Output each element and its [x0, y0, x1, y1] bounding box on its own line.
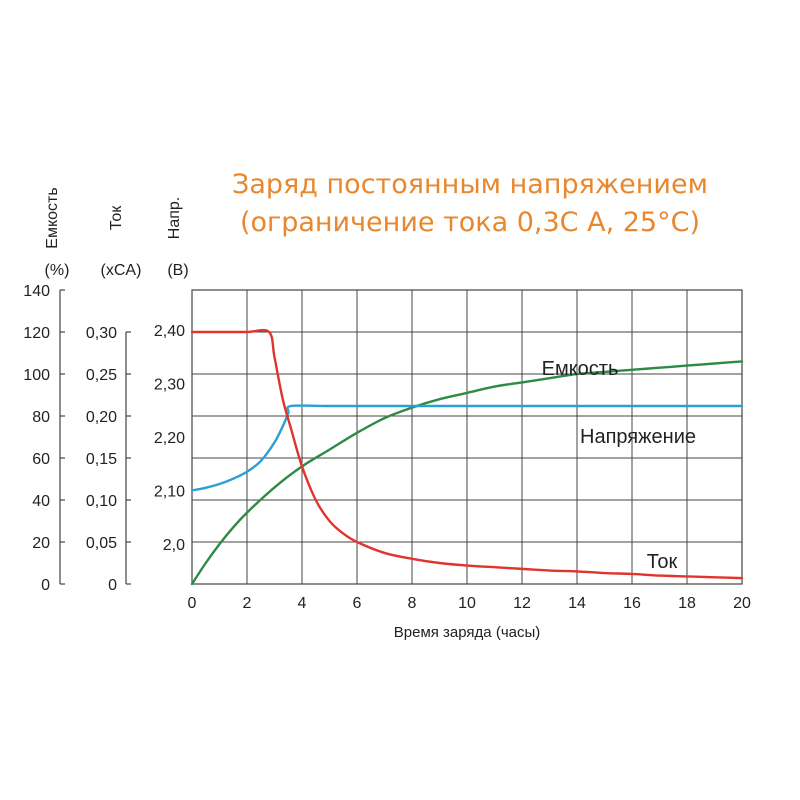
series-label-voltage: Напряжение: [580, 426, 696, 448]
axis-unit-current: (xCA): [101, 262, 142, 279]
y-tick-label-voltage: 2,30: [154, 377, 185, 394]
axes: 0 2 4 6 8 10 12 14 16 18 20 Время заряда (часы) Емко…: [23, 187, 751, 641]
x-axis-label: Время заряда (часы): [394, 624, 541, 641]
x-tick-label: 4: [298, 595, 307, 612]
y-tick-label-current: 0,20: [86, 409, 117, 426]
x-tick-label: 20: [733, 595, 751, 612]
y-tick-label-current: 0: [108, 577, 117, 594]
series-line-current: [190, 328, 744, 580]
axis-unit-capacity: (%): [45, 262, 70, 279]
y-tick-label-capacity: 60: [32, 451, 50, 468]
x-tick-label: 2: [243, 595, 252, 612]
x-tick-label: 18: [678, 595, 696, 612]
x-tick-label: 14: [568, 595, 586, 612]
y-tick-label-current: 0,15: [86, 451, 117, 468]
y-tick-label-capacity: 120: [23, 325, 50, 342]
y-tick-label-capacity: 0: [41, 577, 50, 594]
x-tick-label: 10: [458, 595, 476, 612]
series-lines: [190, 328, 744, 586]
series-line-capacity: [190, 360, 744, 586]
y-tick-label-voltage: 2,0: [163, 537, 185, 554]
y-tick-label-current: 0,30: [86, 325, 117, 342]
axis-title-voltage: Напр.: [166, 197, 183, 239]
y-tick-label-capacity: 20: [32, 535, 50, 552]
x-tick-label: 16: [623, 595, 641, 612]
grid: [191, 289, 743, 585]
y-tick-label-voltage: 2,10: [154, 483, 185, 500]
x-tick-label: 0: [188, 595, 197, 612]
y-tick-label-voltage: 2,20: [154, 430, 185, 447]
y-tick-label-current: 0,10: [86, 493, 117, 510]
chart-title: Заряд постоянным напряжением: [232, 169, 708, 200]
x-tick-label: 6: [353, 595, 362, 612]
y-tick-label-voltage: 2,40: [154, 323, 185, 340]
series-line-voltage: [190, 404, 744, 492]
chart-subtitle: (ограничение тока 0,3С А, 25°C): [239, 207, 700, 238]
series-labels: Емкость Напряжение Ток: [542, 358, 696, 573]
y-tick-label-capacity: 140: [23, 283, 50, 300]
axis-title-current: Ток: [108, 205, 125, 230]
axis-title-capacity: Емкость: [44, 187, 61, 248]
y-tick-label-capacity: 100: [23, 367, 50, 384]
axis-unit-voltage: (В): [167, 262, 188, 279]
y-tick-label-capacity: 80: [32, 409, 50, 426]
x-tick-label: 12: [513, 595, 531, 612]
series-label-current: Ток: [647, 551, 678, 573]
x-tick-label: 8: [408, 595, 417, 612]
y-tick-label-current: 0,05: [86, 535, 117, 552]
y-tick-label-current: 0,25: [86, 367, 117, 384]
y-tick-label-capacity: 40: [32, 493, 50, 510]
series-label-capacity: Емкость: [542, 358, 619, 380]
